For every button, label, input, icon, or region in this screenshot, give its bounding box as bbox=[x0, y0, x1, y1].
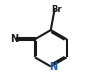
Text: Br: Br bbox=[51, 5, 62, 14]
Text: N: N bbox=[10, 34, 18, 44]
Text: N: N bbox=[49, 62, 57, 72]
